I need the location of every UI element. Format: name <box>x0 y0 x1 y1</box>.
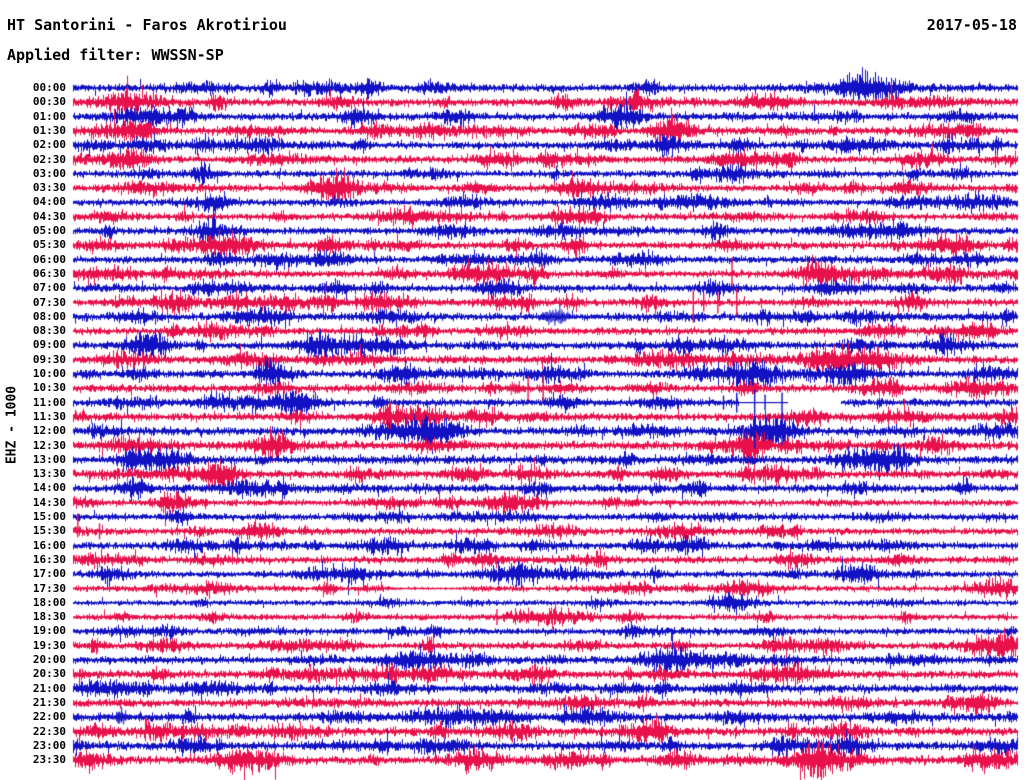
time-label-1900: 19:00 <box>32 624 66 638</box>
time-label-0900: 09:00 <box>32 338 66 352</box>
time-label-0700: 07:00 <box>32 281 66 295</box>
time-label-2030: 20:30 <box>32 667 66 681</box>
time-label-0300: 03:00 <box>32 166 66 180</box>
time-label-2130: 21:30 <box>32 695 66 709</box>
time-label-1500: 15:00 <box>32 510 66 523</box>
time-label-2000: 20:00 <box>32 653 66 666</box>
time-label-0530: 05:30 <box>32 238 66 252</box>
time-label-0430: 04:30 <box>32 209 66 223</box>
time-label-0030: 00:30 <box>32 95 66 109</box>
time-label-0200: 02:00 <box>32 138 66 152</box>
time-label-0830: 08:30 <box>32 324 66 338</box>
applied-filter-label: Applied filter: WWSSN-SP <box>7 46 224 64</box>
time-label-0600: 06:00 <box>32 252 66 266</box>
time-label-1430: 14:30 <box>32 495 66 509</box>
time-label-2330: 23:30 <box>32 753 66 767</box>
time-label-1830: 18:30 <box>32 610 66 624</box>
time-label-2230: 22:30 <box>32 724 66 738</box>
time-label-0100: 01:00 <box>32 109 66 123</box>
time-label-2100: 21:00 <box>32 681 66 695</box>
time-label-1730: 17:30 <box>32 581 66 595</box>
date-label: 2017-05-18 <box>926 16 1017 34</box>
time-label-0800: 08:00 <box>32 309 66 323</box>
time-label-1100: 11:00 <box>32 395 66 409</box>
time-label-1330: 13:30 <box>32 467 66 481</box>
time-label-1630: 16:30 <box>32 552 66 566</box>
time-label-2200: 22:00 <box>32 710 66 724</box>
time-label-0000: 00:00 <box>32 81 66 94</box>
time-label-0500: 05:00 <box>32 224 66 237</box>
time-label-1700: 17:00 <box>32 567 66 581</box>
time-label-0400: 04:00 <box>32 195 66 209</box>
time-label-1600: 16:00 <box>32 538 66 552</box>
time-label-0130: 01:30 <box>32 123 66 137</box>
time-label-0930: 09:30 <box>32 352 66 366</box>
station-title: HT Santorini - Faros Akrotiriou <box>7 16 287 34</box>
time-label-1130: 11:30 <box>32 409 66 423</box>
time-label-1230: 12:30 <box>32 438 66 452</box>
time-label-0730: 07:30 <box>32 295 66 309</box>
time-label-0630: 06:30 <box>32 266 66 280</box>
time-label-1200: 12:00 <box>32 424 66 438</box>
time-label-1030: 10:30 <box>32 381 66 395</box>
time-label-1300: 13:00 <box>32 452 66 466</box>
time-label-1530: 15:30 <box>32 524 66 538</box>
time-label-1800: 18:00 <box>32 595 66 609</box>
time-label-2300: 23:00 <box>32 738 66 752</box>
time-label-1930: 19:30 <box>32 638 66 652</box>
time-label-1400: 14:00 <box>32 481 66 495</box>
time-label-1000: 10:00 <box>32 367 66 380</box>
time-label-0230: 02:30 <box>32 152 66 166</box>
time-label-0330: 03:30 <box>32 181 66 195</box>
